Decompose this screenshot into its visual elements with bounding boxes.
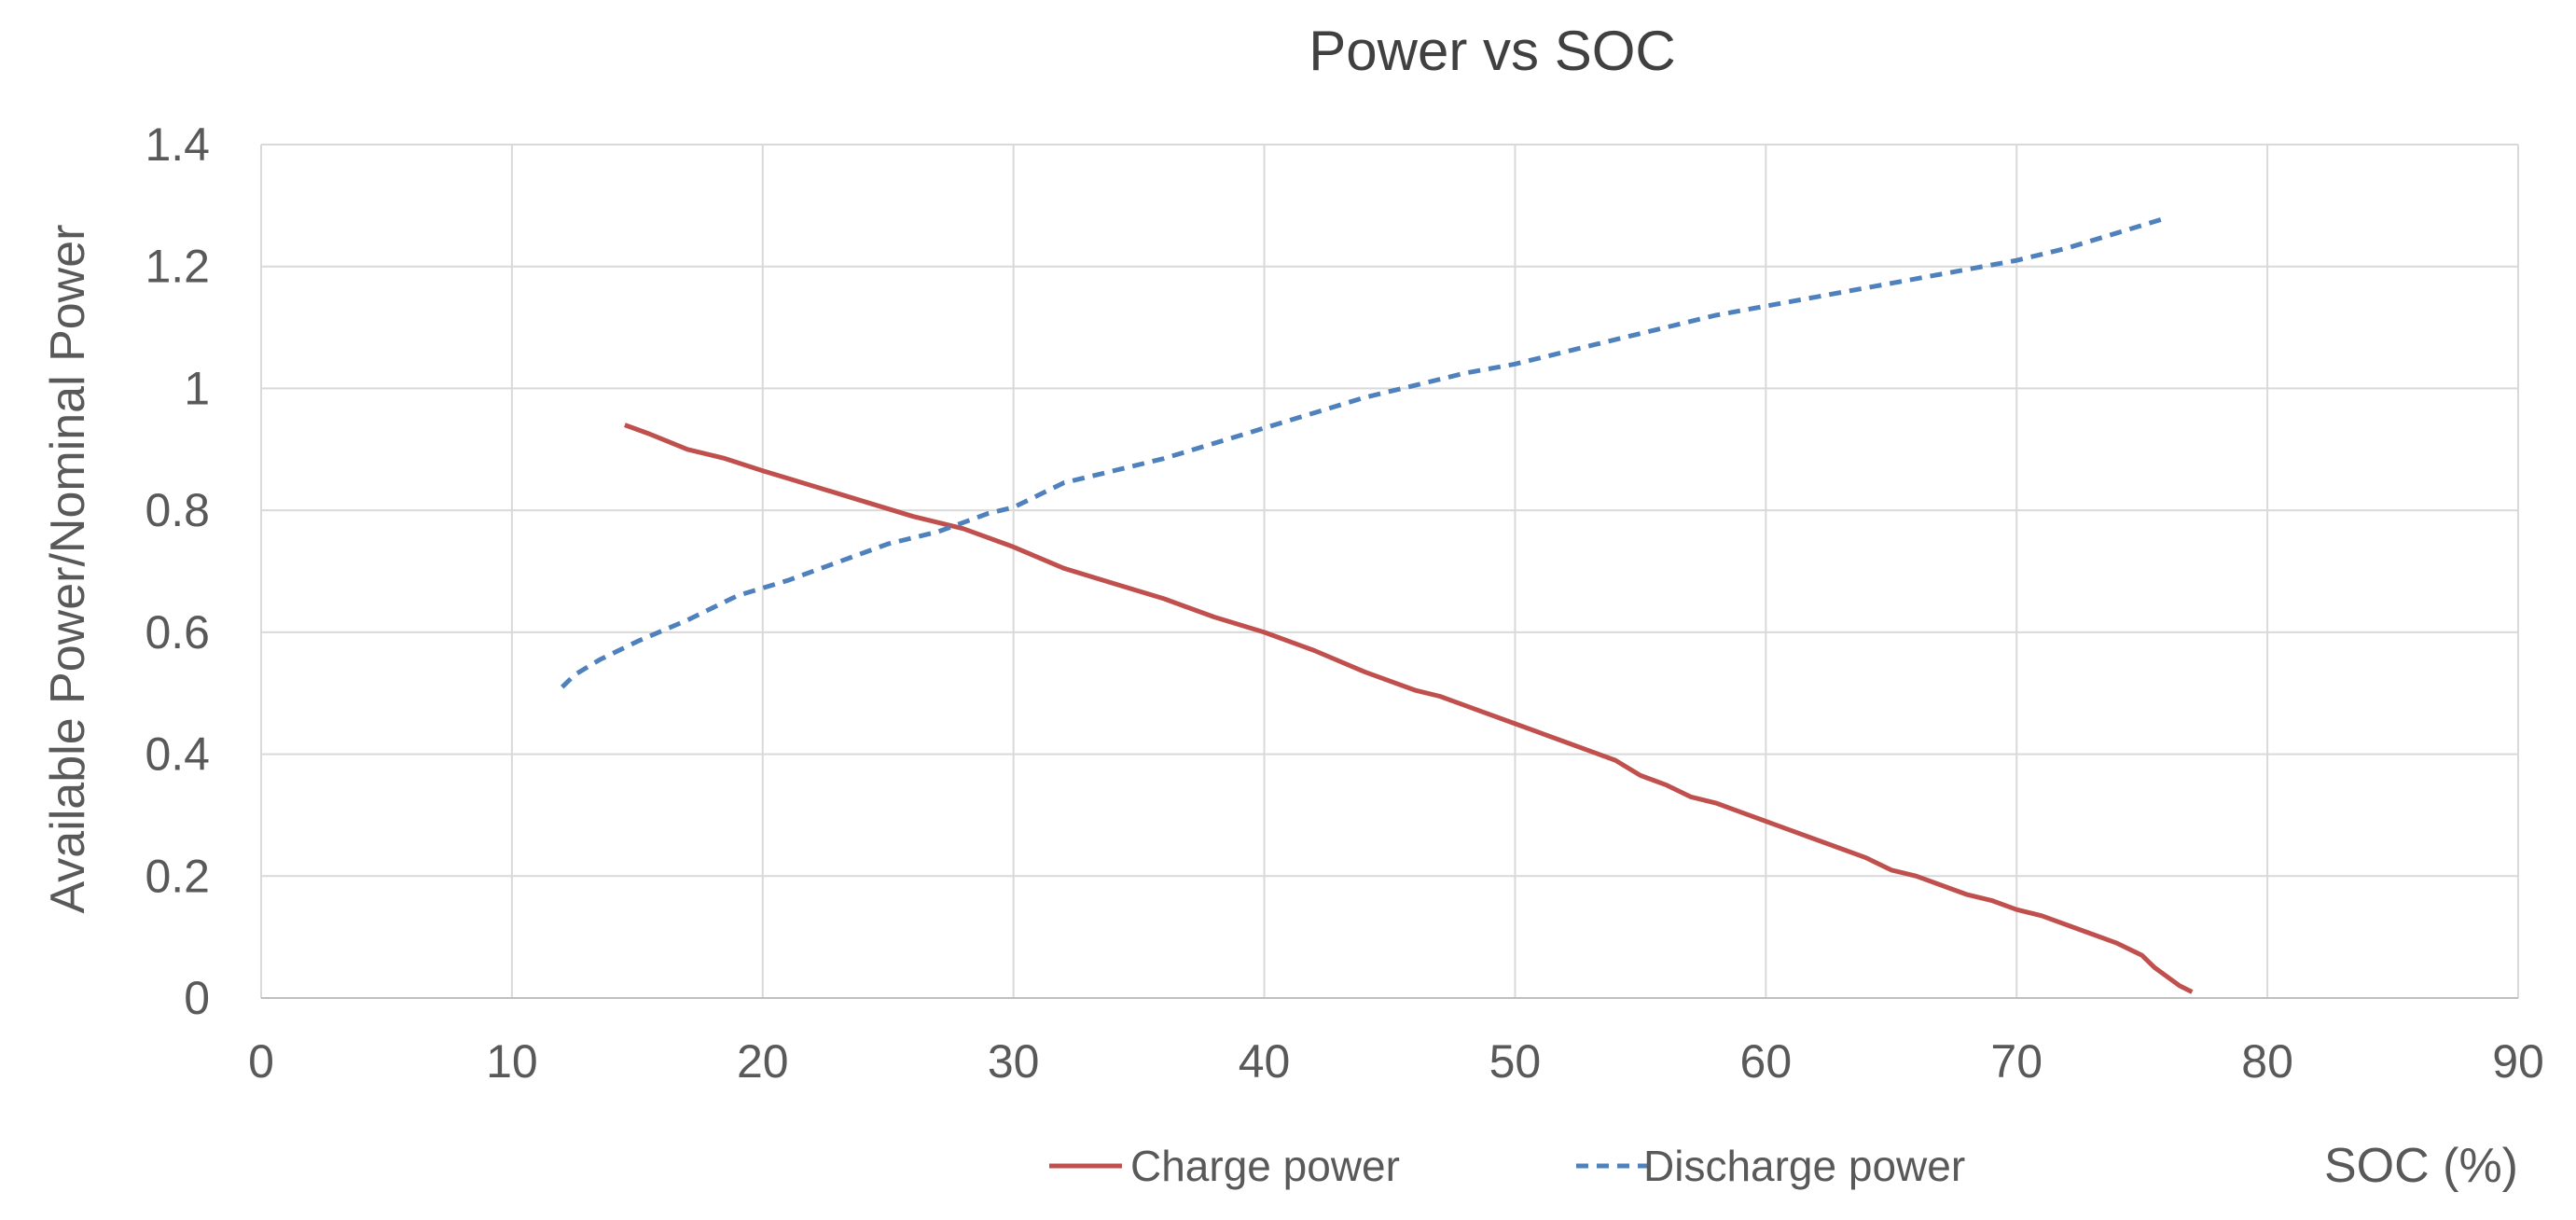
x-tick-label: 80 xyxy=(2241,1035,2293,1088)
y-axis-label: Available Power/Nominal Power xyxy=(41,225,95,914)
x-tick-label: 20 xyxy=(737,1035,789,1088)
x-tick-label: 10 xyxy=(486,1035,538,1088)
legend-label: Charge power xyxy=(1130,1142,1400,1190)
y-tick-label: 0.2 xyxy=(145,850,210,902)
axis-layer: 0 10 20 30 40 50 60 70 80 90 0 0.2 0.4 0.6 0.8 1 1.2 1.4 xyxy=(145,118,2543,1088)
x-tick-label: 60 xyxy=(1740,1035,1793,1088)
y-tick-label: 1 xyxy=(184,362,210,414)
x-tick-label: 50 xyxy=(1489,1035,1542,1088)
series-layer xyxy=(560,215,2194,994)
x-tick-label: 0 xyxy=(248,1035,274,1088)
y-tick-label: 0.6 xyxy=(145,606,210,659)
grid-layer xyxy=(260,144,2519,999)
y-tick-label: 1.4 xyxy=(145,118,210,171)
y-tick-label: 0.8 xyxy=(145,484,210,536)
legend-label: Discharge power xyxy=(1643,1142,1965,1190)
series-line-discharge-power xyxy=(560,215,2168,689)
chart-title: Power vs SOC xyxy=(1309,20,1675,82)
y-tick-label: 0 xyxy=(184,972,210,1024)
legend: Charge power Discharge power xyxy=(1049,1142,1965,1190)
y-tick-label: 1.2 xyxy=(145,241,210,293)
series-line-charge-power xyxy=(624,423,2194,994)
x-tick-label: 70 xyxy=(1990,1035,2043,1088)
x-axis-label: SOC (%) xyxy=(2324,1139,2518,1193)
y-tick-label: 0.4 xyxy=(145,728,210,781)
x-tick-label: 90 xyxy=(2492,1035,2544,1088)
x-tick-label: 30 xyxy=(988,1035,1040,1088)
x-tick-label: 40 xyxy=(1239,1035,1291,1088)
